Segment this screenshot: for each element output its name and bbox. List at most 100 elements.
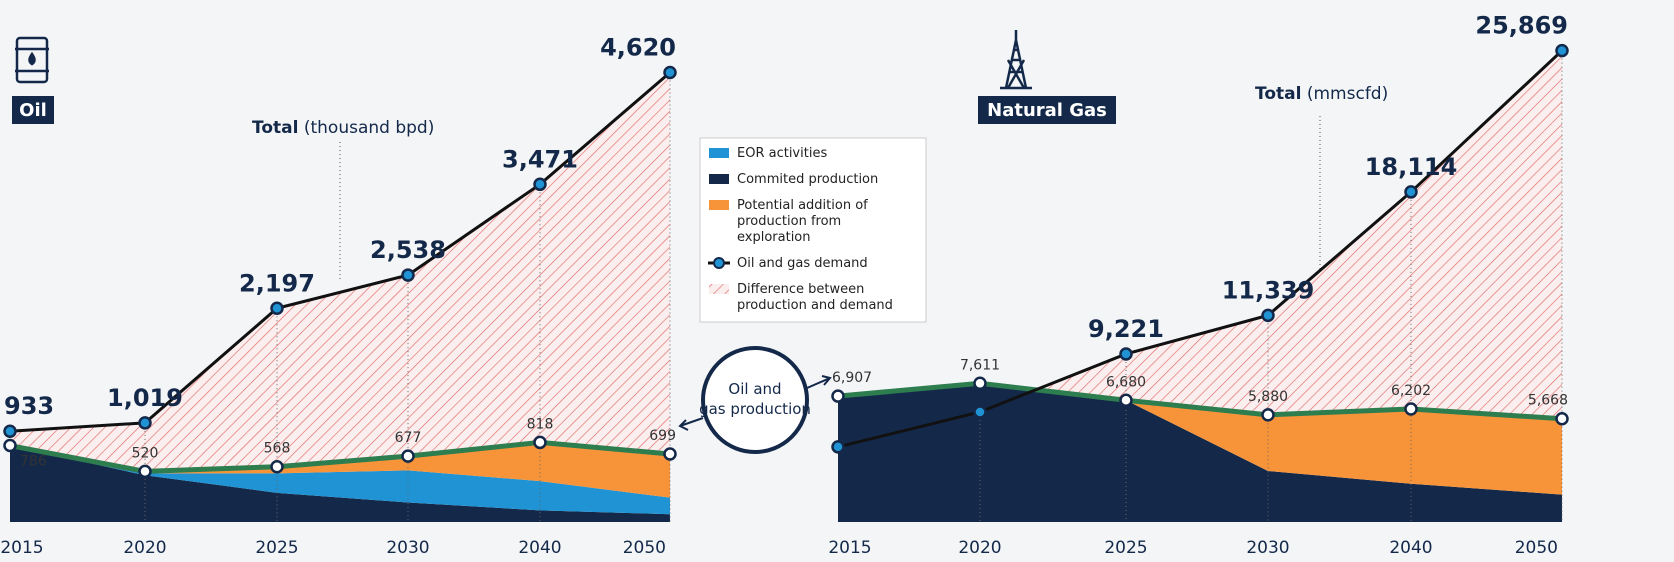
demand-marker <box>401 268 415 282</box>
stack-area <box>10 445 670 522</box>
total-label: Total <box>252 118 298 138</box>
legend-swatch <box>709 174 729 184</box>
total-label: Total <box>1255 84 1301 104</box>
total-unit: (thousand bpd) <box>304 118 435 138</box>
production-marker <box>973 376 987 391</box>
demand-marker <box>831 440 845 454</box>
series-line <box>9 71 671 433</box>
difference-area <box>10 72 670 472</box>
legend-label: Difference between production and demand <box>737 282 893 313</box>
legend-line: production from <box>737 214 841 229</box>
legend-swatch <box>709 148 729 158</box>
production-label: 5,668 <box>1528 393 1568 409</box>
callout-text: Oil and <box>728 380 781 398</box>
legend-swatch <box>709 200 729 210</box>
production-marker <box>533 435 547 450</box>
legend-swatch <box>709 284 729 294</box>
demand-label: 3,471 <box>502 145 578 173</box>
demand-label: 1,019 <box>107 384 183 412</box>
gas-total: Total (mmscfd) <box>1255 84 1388 104</box>
x-tick-label: 2020 <box>958 538 1001 558</box>
production-marker <box>138 464 152 479</box>
production-marker <box>401 449 415 463</box>
demand-label: 6,038 <box>990 413 1066 441</box>
production-label: 5,880 <box>1248 389 1288 405</box>
demand-label: 18,114 <box>1365 153 1458 181</box>
total-unit: (mmscfd) <box>1307 84 1388 104</box>
legend <box>699 137 927 323</box>
production-label: 818 <box>527 416 554 432</box>
gas-icon <box>1000 30 1032 90</box>
production-callout-label: Oil and gas production <box>699 380 811 418</box>
x-tick-label: 2030 <box>1246 538 1289 558</box>
x-tick-label: 2030 <box>386 538 429 558</box>
x-tick-label: 2050 <box>623 538 666 558</box>
legend-line: Difference between <box>737 282 864 297</box>
production-label: 7,611 <box>960 357 1000 373</box>
oil-title: Oil <box>19 100 47 121</box>
demand-marker <box>663 65 677 80</box>
production-marker <box>3 438 17 453</box>
demand-marker <box>533 177 547 192</box>
production-label: 699 <box>649 428 676 444</box>
legend-label: EOR activities <box>737 146 827 161</box>
production-marker <box>663 447 677 461</box>
oil-badge <box>12 96 54 124</box>
x-tick-label: 2040 <box>518 538 561 558</box>
demand-label: 2,538 <box>370 236 446 264</box>
production-label: 677 <box>395 430 422 446</box>
legend-label: Oil and gas demand <box>737 256 868 271</box>
production-label: 568 <box>264 441 291 457</box>
demand-label: 933 <box>4 392 54 420</box>
oil-total: Total (thousand bpd) <box>252 118 434 138</box>
demand-marker <box>138 416 152 430</box>
legend-items: EOR activities Commited production Potenti… <box>708 146 893 313</box>
production-marker <box>1261 408 1275 422</box>
x-tick-label: 2015 <box>0 538 43 558</box>
legend-line: EOR activities <box>737 146 827 161</box>
oil-icon <box>15 36 49 84</box>
demand-label: 9,221 <box>1088 315 1164 343</box>
production-marker <box>1555 411 1569 426</box>
production-marker <box>1404 402 1418 416</box>
callout-arrows <box>678 375 832 431</box>
stack-area <box>10 445 670 515</box>
legend-swatch <box>713 257 725 269</box>
x-tick-label: 2050 <box>1515 538 1558 558</box>
demand-marker <box>973 405 987 419</box>
production-label: 786 <box>20 454 47 470</box>
demand-label: 2,197 <box>239 269 315 297</box>
production-marker <box>270 459 284 474</box>
demand-label: 25,869 <box>1475 12 1568 40</box>
production-label: 520 <box>132 445 159 461</box>
demand-marker <box>1555 43 1569 58</box>
production-callout <box>701 346 809 454</box>
x-tick-label: 2025 <box>1104 538 1147 558</box>
legend-line: Commited production <box>737 172 878 187</box>
demand-marker <box>1119 347 1133 361</box>
legend-label: Commited production <box>737 172 878 187</box>
production-marker <box>831 389 845 403</box>
production-label: 6,907 <box>832 370 872 386</box>
series-line <box>837 49 1564 449</box>
difference-area <box>838 50 1562 447</box>
demand-label: 11,339 <box>1222 276 1315 304</box>
x-tick-label: 2015 <box>828 538 871 558</box>
plots: 933 786 2015 1,019 520 2020 2,197 568 2025 2,538 6… <box>0 12 1569 558</box>
demand-label: 4,620 <box>600 34 676 62</box>
gas-badge <box>978 96 1116 124</box>
demand-marker <box>1404 185 1418 199</box>
production-label: 6,680 <box>1106 374 1146 390</box>
x-tick-label: 2025 <box>255 538 298 558</box>
demand-label: 4,121 <box>848 448 924 476</box>
production-label: 6,202 <box>1391 383 1431 399</box>
legend-line: Potential addition of <box>737 198 868 213</box>
x-tick-label: 2020 <box>123 538 166 558</box>
x-tick-label: 2040 <box>1389 538 1432 558</box>
callout-text: gas production <box>699 400 811 418</box>
series-line <box>837 380 1563 422</box>
legend-line: production and demand <box>737 298 893 313</box>
legend-line: Oil and gas demand <box>737 256 868 271</box>
demand-marker <box>270 301 284 316</box>
